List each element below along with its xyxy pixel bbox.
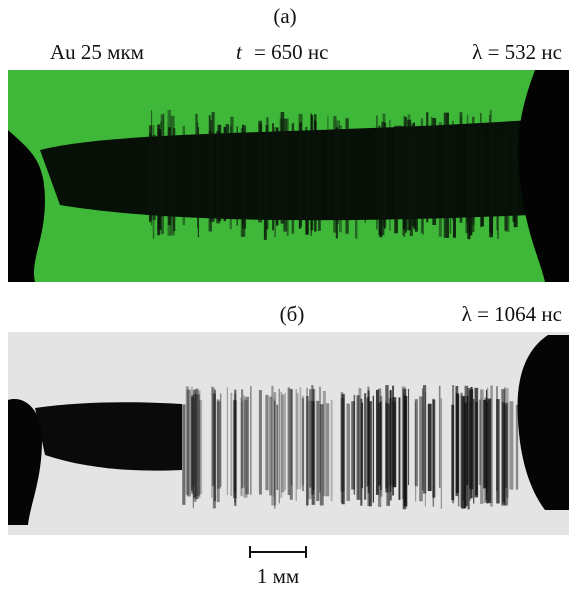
scale-bar bbox=[249, 546, 307, 558]
photo-b bbox=[8, 332, 569, 535]
electrode bbox=[517, 335, 569, 510]
electrode bbox=[8, 130, 45, 282]
scale-label: 1 мм bbox=[257, 564, 299, 588]
electrode bbox=[518, 70, 569, 282]
panel-label: (а) bbox=[273, 4, 296, 28]
photo-a bbox=[8, 70, 569, 282]
wavelength-caption: λ = 532 нс bbox=[472, 40, 562, 64]
panel-label: (б) bbox=[280, 302, 305, 326]
target-caption: Au 25 мкм bbox=[50, 40, 144, 64]
time-symbol: t bbox=[236, 40, 243, 64]
time-caption: = 650 нс bbox=[254, 40, 328, 64]
electrode bbox=[8, 399, 42, 525]
wavelength-caption: λ = 1064 нс bbox=[462, 302, 562, 326]
plasma-channel bbox=[35, 402, 182, 471]
